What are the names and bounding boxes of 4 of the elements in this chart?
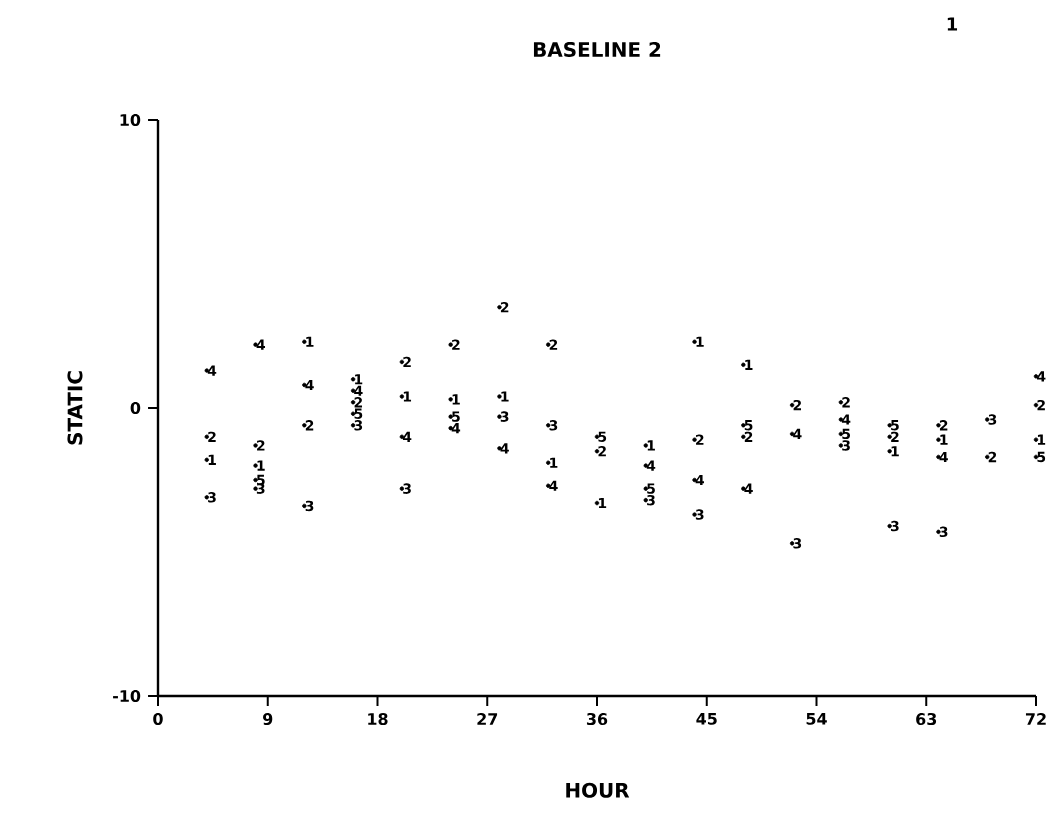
text: 1	[947, 17, 958, 31]
x-axis-title: HOUR	[566, 782, 630, 798]
chart-title: BASELINE 2	[533, 41, 661, 57]
y-axis-title: STATIC	[67, 371, 83, 445]
